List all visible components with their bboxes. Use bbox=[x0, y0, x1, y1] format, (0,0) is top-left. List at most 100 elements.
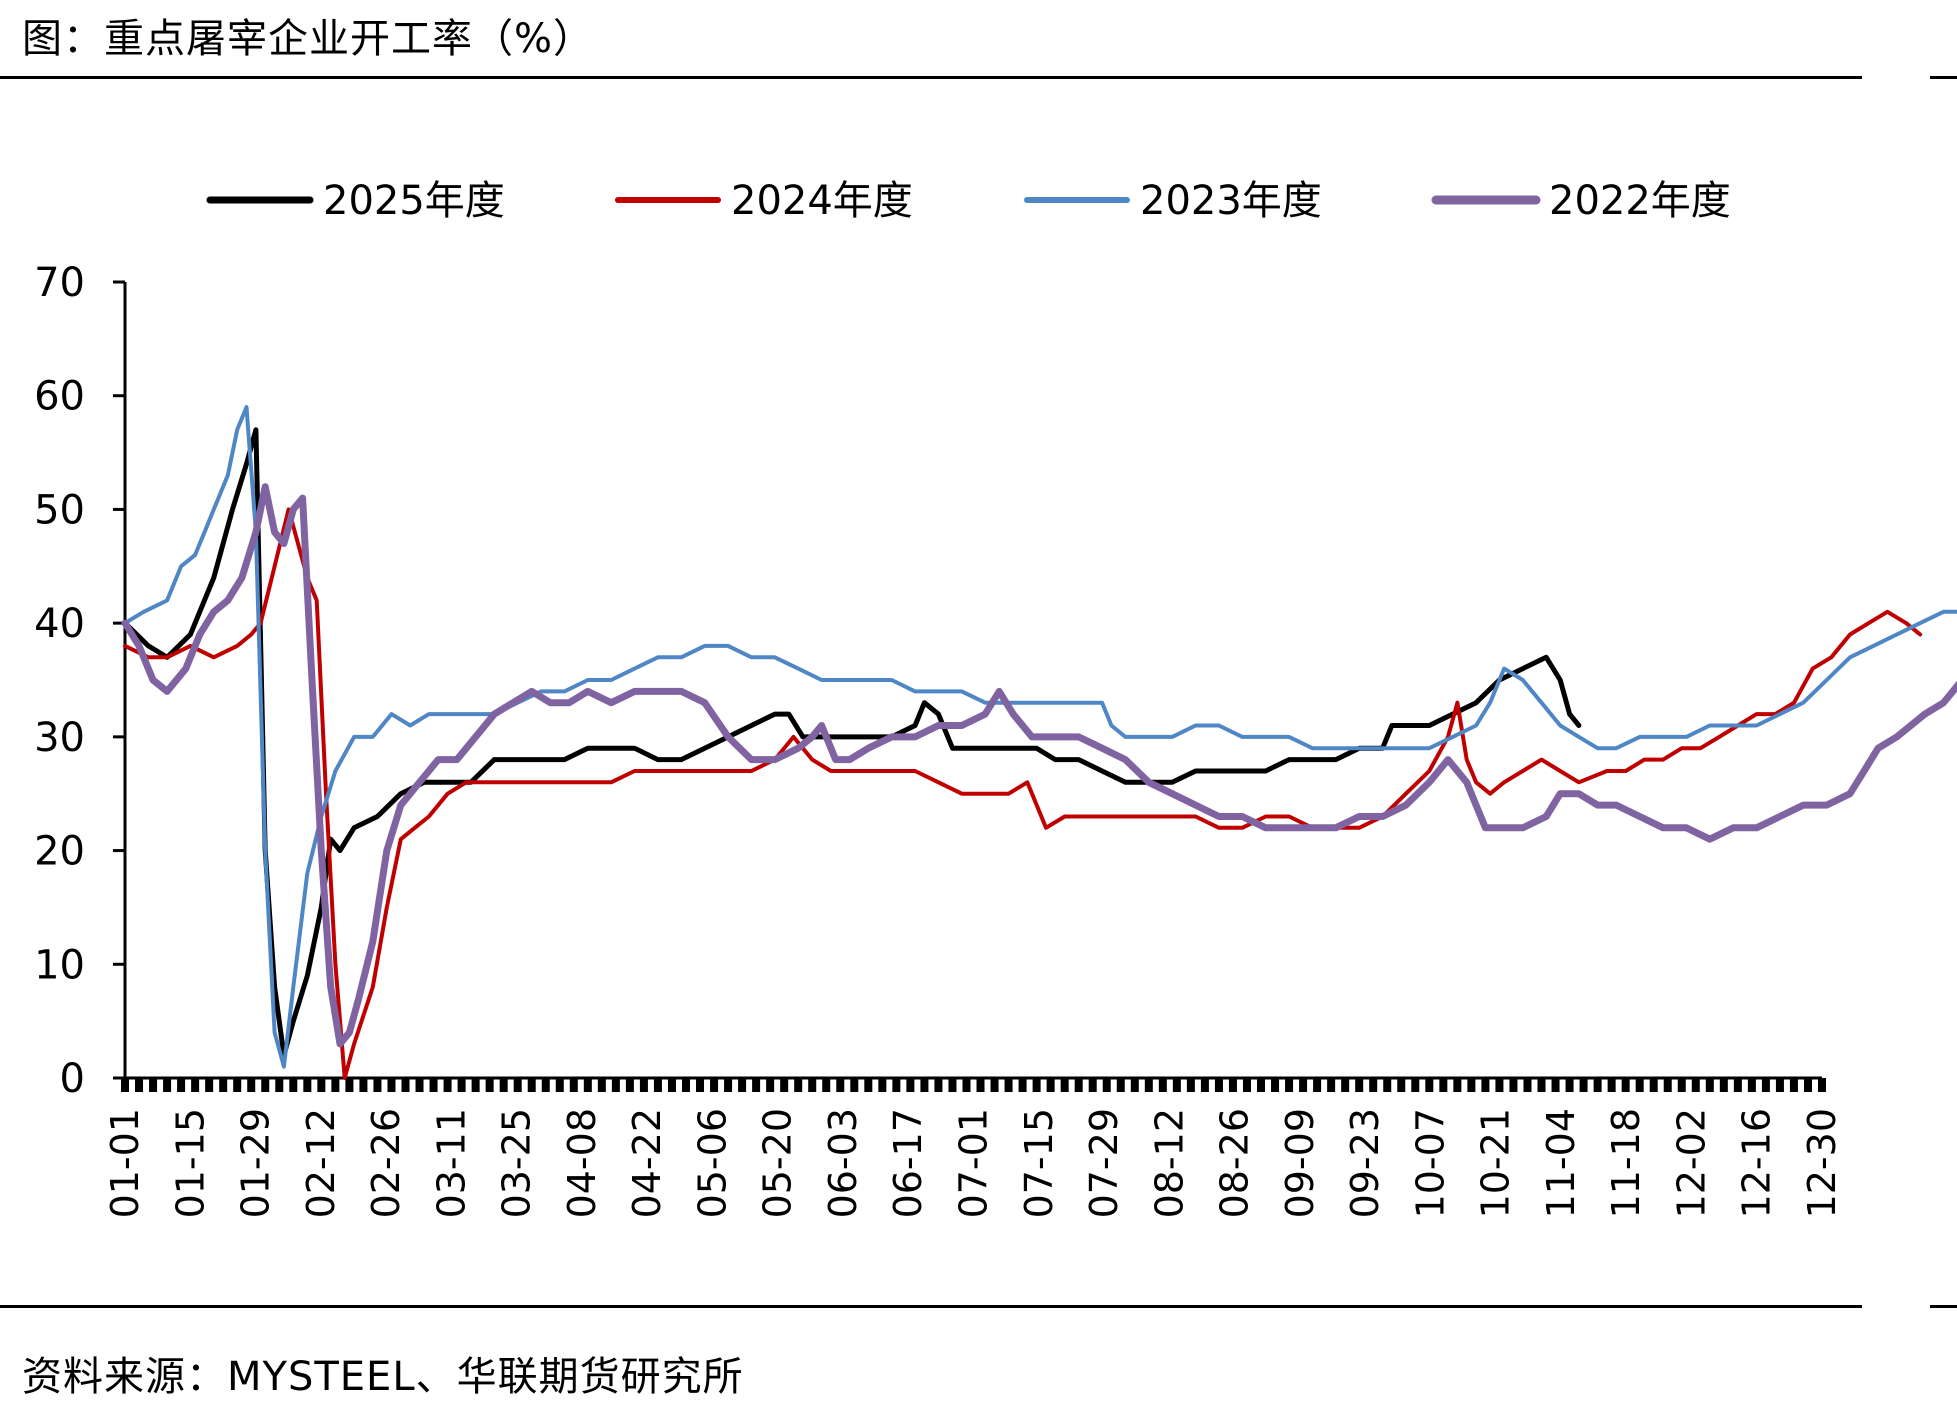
x-minor-tick bbox=[485, 1078, 494, 1092]
x-minor-tick bbox=[667, 1078, 676, 1092]
x-minor-tick bbox=[247, 1078, 256, 1092]
y-tick-label: 40 bbox=[34, 601, 85, 647]
x-minor-tick bbox=[1130, 1078, 1139, 1092]
x-minor-tick bbox=[1565, 1078, 1574, 1092]
y-tick-label: 60 bbox=[34, 374, 85, 420]
x-minor-tick bbox=[317, 1078, 326, 1092]
y-axis: 0 10 20 30 40 50 60 70 bbox=[34, 260, 127, 1102]
x-minor-tick bbox=[1369, 1078, 1378, 1092]
x-minor-tick bbox=[1467, 1078, 1476, 1092]
chart-title: 图：重点屠宰企业开工率（%） bbox=[22, 16, 595, 62]
bottom-rule bbox=[0, 1305, 1862, 1308]
x-minor-tick bbox=[1172, 1078, 1181, 1092]
x-minor-tick bbox=[1285, 1078, 1294, 1092]
x-minor-tick bbox=[934, 1078, 943, 1092]
x-minor-tick bbox=[710, 1078, 719, 1092]
x-minor-tick bbox=[864, 1078, 873, 1092]
x-minor-tick bbox=[219, 1078, 228, 1092]
series-line-4 bbox=[121, 483, 1957, 1048]
x-minor-tick bbox=[555, 1078, 564, 1092]
x-tick-label: 06-17 bbox=[886, 1108, 930, 1218]
x-minor-tick bbox=[583, 1078, 592, 1092]
x-minor-tick bbox=[611, 1078, 620, 1092]
x-axis: 01-01 01-15 01-29 02-12 02-26 03-11 03-25 04-08… bbox=[103, 1076, 1844, 1218]
x-minor-tick bbox=[794, 1078, 803, 1092]
x-minor-tick bbox=[836, 1078, 845, 1092]
x-tick-label: 11-04 bbox=[1539, 1108, 1583, 1218]
x-tick-label: 04-22 bbox=[625, 1108, 669, 1218]
x-minor-tick bbox=[149, 1078, 158, 1092]
x-tick-label: 07-15 bbox=[1017, 1108, 1061, 1218]
chart-legend: 2025年度 2024年度 2023年度 2022年度 bbox=[206, 178, 1731, 224]
x-minor-tick bbox=[1144, 1078, 1153, 1092]
x-minor-tick bbox=[1060, 1078, 1069, 1092]
x-minor-tick bbox=[569, 1078, 578, 1092]
x-minor-tick bbox=[1046, 1078, 1055, 1092]
x-minor-tick bbox=[1228, 1078, 1237, 1092]
y-tick-label: 70 bbox=[34, 260, 85, 306]
y-tick-label: 10 bbox=[34, 942, 85, 988]
x-tick-label: 12-30 bbox=[1800, 1108, 1844, 1218]
legend-label: 2024年度 bbox=[731, 178, 913, 224]
x-minor-tick bbox=[1411, 1078, 1420, 1092]
x-minor-tick bbox=[1341, 1078, 1350, 1092]
x-tick-label: 03-25 bbox=[495, 1108, 539, 1218]
x-minor-tick bbox=[906, 1078, 915, 1092]
x-minor-tick bbox=[429, 1078, 438, 1092]
x-minor-tick bbox=[1818, 1078, 1826, 1092]
x-minor-tick bbox=[303, 1078, 312, 1092]
x-minor-tick bbox=[1200, 1078, 1209, 1092]
x-minor-tick bbox=[1551, 1078, 1560, 1092]
bottom-rule-right-tick bbox=[1930, 1305, 1957, 1308]
x-minor-tick bbox=[499, 1078, 508, 1092]
x-tick-label: 05-20 bbox=[756, 1108, 800, 1218]
x-minor-tick bbox=[1733, 1078, 1742, 1092]
x-minor-tick bbox=[289, 1078, 298, 1092]
legend-label: 2022年度 bbox=[1549, 178, 1731, 224]
x-minor-tick bbox=[597, 1078, 606, 1092]
x-minor-tick bbox=[1214, 1078, 1223, 1092]
x-minor-tick bbox=[275, 1078, 284, 1092]
x-minor-tick bbox=[135, 1078, 144, 1092]
x-minor-tick bbox=[1663, 1078, 1672, 1092]
x-minor-tick bbox=[1271, 1078, 1280, 1092]
series-line-1 bbox=[122, 427, 1582, 1058]
x-minor-tick bbox=[1299, 1078, 1308, 1092]
x-minor-tick bbox=[1032, 1078, 1041, 1092]
x-minor-tick bbox=[920, 1078, 929, 1092]
x-minor-tick bbox=[387, 1078, 396, 1092]
x-minor-tick bbox=[878, 1078, 887, 1092]
x-minor-tick bbox=[1621, 1078, 1630, 1092]
x-tick-label: 01-15 bbox=[168, 1108, 212, 1218]
x-tick-label: 08-26 bbox=[1213, 1108, 1257, 1218]
x-minor-tick bbox=[121, 1078, 129, 1092]
y-tick-label: 30 bbox=[34, 715, 85, 761]
x-minor-tick bbox=[1453, 1078, 1462, 1092]
x-minor-tick bbox=[766, 1078, 775, 1092]
x-tick-label: 10-21 bbox=[1474, 1108, 1518, 1218]
x-minor-tick bbox=[1355, 1078, 1364, 1092]
x-minor-tick bbox=[1789, 1078, 1798, 1092]
x-minor-tick bbox=[1719, 1078, 1728, 1092]
x-minor-tick bbox=[696, 1078, 705, 1092]
top-rule bbox=[0, 76, 1862, 79]
x-minor-tick bbox=[1677, 1078, 1686, 1092]
x-minor-tick bbox=[1102, 1078, 1111, 1092]
x-minor-tick bbox=[752, 1078, 761, 1092]
legend-label: 2023年度 bbox=[1140, 178, 1322, 224]
x-tick-label: 08-12 bbox=[1147, 1108, 1191, 1218]
x-minor-tick bbox=[1579, 1078, 1588, 1092]
x-minor-tick bbox=[373, 1078, 382, 1092]
x-tick-label: 07-01 bbox=[952, 1108, 996, 1218]
x-minor-tick bbox=[1649, 1078, 1658, 1092]
x-minor-tick bbox=[1509, 1078, 1518, 1092]
x-tick-label: 01-01 bbox=[103, 1108, 147, 1218]
x-minor-tick bbox=[976, 1078, 985, 1092]
x-minor-tick bbox=[639, 1078, 648, 1092]
x-tick-label: 10-07 bbox=[1408, 1108, 1452, 1218]
top-rule-right-tick bbox=[1930, 76, 1957, 79]
source-note: 资料来源：MYSTEEL、华联期货研究所 bbox=[22, 1354, 744, 1400]
x-minor-tick bbox=[1705, 1078, 1714, 1092]
x-minor-tick bbox=[1257, 1078, 1266, 1092]
x-minor-tick bbox=[892, 1078, 901, 1092]
